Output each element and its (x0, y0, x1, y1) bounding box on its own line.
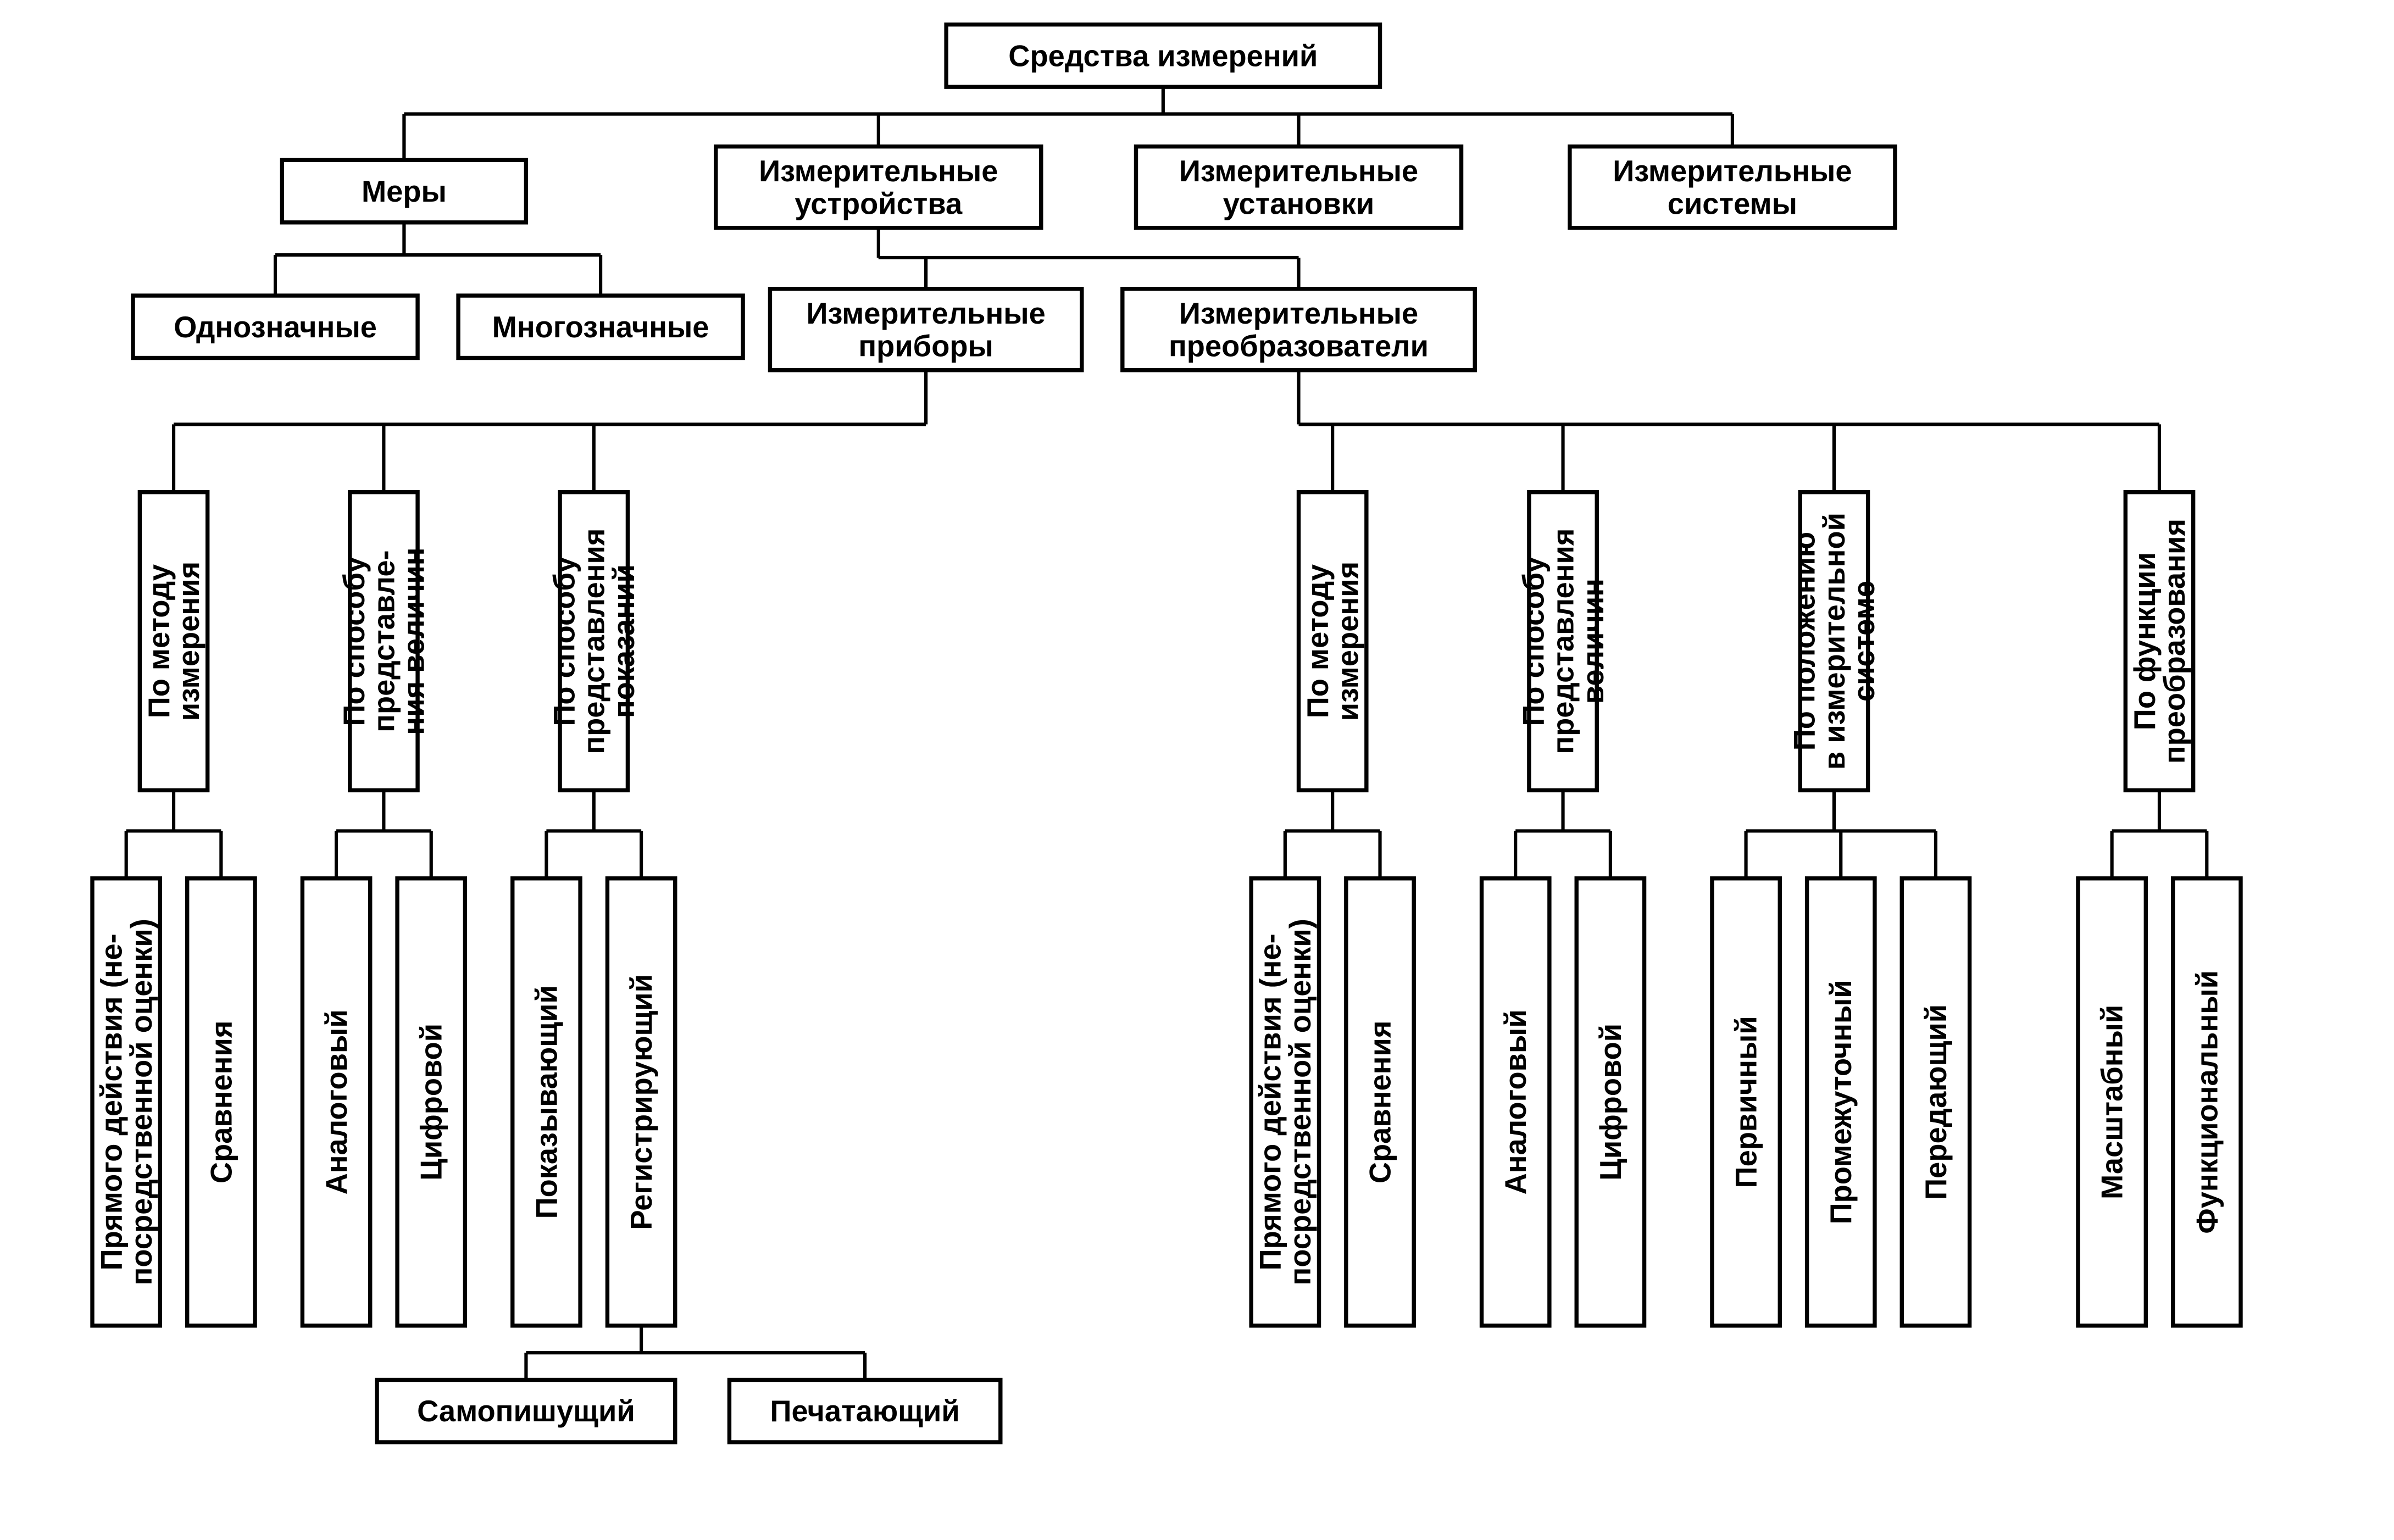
label-pl1a: Прямого действия (не-посредственной оцен… (95, 919, 158, 1285)
label-tl4b: Функциональный (2190, 970, 2224, 1234)
label-root: Средства измерений (1008, 39, 1318, 73)
label-mnogo: Многозначные (492, 310, 709, 344)
classification-diagram: Средства измерений Меры Измерительныеустро… (11, 11, 2383, 1529)
label-pl2a: Аналоговый (320, 1009, 353, 1194)
label-tc4: По функциипреобразования (2128, 519, 2191, 764)
label-pech: Печатающий (770, 1394, 960, 1428)
label-preob: Измерительныепреобразователи (1169, 297, 1429, 363)
label-tl2b: Цифровой (1594, 1024, 1628, 1181)
label-tl2a: Аналоговый (1499, 1009, 1532, 1194)
label-tl4a: Масштабный (2096, 1005, 2129, 1199)
label-pl3b: Регистрирующий (625, 974, 658, 1230)
label-mery: Меры (362, 175, 447, 208)
label-tl3a: Первичный (1730, 1016, 1763, 1188)
label-tl3b: Промежуточный (1824, 980, 1858, 1224)
label-pl1b: Сравнения (204, 1020, 238, 1183)
label-pl2b: Цифровой (415, 1024, 448, 1181)
label-tl1a: Прямого действия (не-посредственной оцен… (1254, 919, 1317, 1285)
label-pl3a: Показывающий (530, 985, 563, 1219)
label-tl3c: Передающий (1919, 1004, 1953, 1200)
label-tl1b: Сравнения (1364, 1020, 1397, 1183)
label-tc1: По методуизмерения (1301, 561, 1364, 721)
label-odn: Однозначные (174, 310, 377, 344)
label-samo: Самопишущий (417, 1394, 635, 1428)
label-ustr: Измерительныеустройства (759, 154, 998, 221)
label-pc1: По методуизмерения (142, 561, 205, 721)
label-pc2: По способупредставле-ния величин (337, 547, 431, 735)
